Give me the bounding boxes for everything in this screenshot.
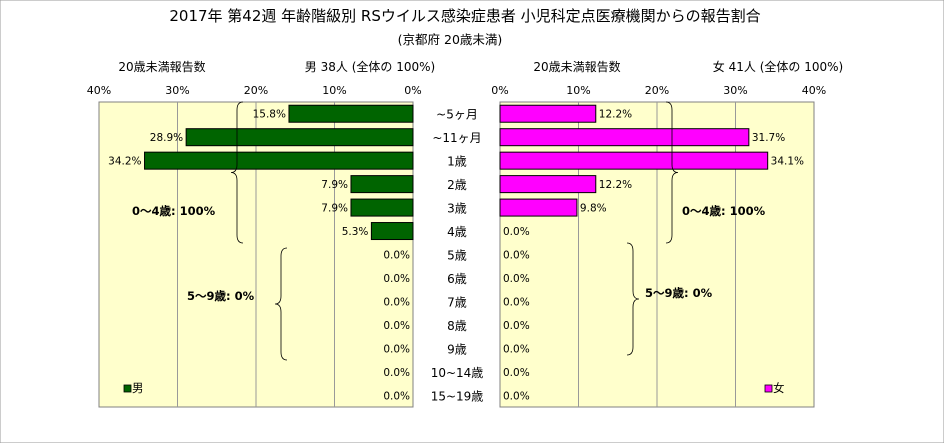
female-data-label: 0.0% bbox=[503, 226, 530, 238]
female-data-label: 12.2% bbox=[599, 109, 632, 121]
female-header: 女 41人 (全体の 100%) bbox=[713, 59, 843, 74]
male-tick-label: 0% bbox=[404, 84, 421, 97]
category-label: 8歳 bbox=[447, 319, 467, 333]
male-data-label: 7.9% bbox=[321, 203, 348, 215]
category-label: 10~14歳 bbox=[431, 366, 484, 380]
female-tick-label: 10% bbox=[566, 84, 590, 97]
male-data-label: 5.3% bbox=[342, 226, 369, 238]
male-data-label: 0.0% bbox=[383, 367, 410, 379]
chart-subtitle: (京都府 20歳未満) bbox=[398, 32, 503, 47]
male-bar bbox=[370, 222, 414, 241]
male-data-label: 34.2% bbox=[108, 156, 141, 168]
female-data-label: 31.7% bbox=[752, 132, 785, 144]
female-bar bbox=[499, 104, 597, 123]
female-data-label: 0.0% bbox=[503, 250, 530, 262]
female-data-label: 34.1% bbox=[771, 156, 804, 168]
female-data-label: 9.8% bbox=[580, 203, 607, 215]
category-label: 7歳 bbox=[447, 295, 467, 309]
female-panel: 0% 10% 20% 30% 40% 12.2% 31.7% 34.1% 12.2% 9.8% 0.… bbox=[491, 84, 826, 408]
male-data-label: 15.8% bbox=[253, 109, 286, 121]
male-data-label: 0.0% bbox=[383, 250, 410, 262]
female-data-label: 0.0% bbox=[503, 320, 530, 332]
male-legend-swatch bbox=[123, 384, 132, 393]
female-data-label: 0.0% bbox=[503, 296, 530, 308]
female-data-label: 0.0% bbox=[503, 273, 530, 285]
female-legend-label: 女 bbox=[773, 381, 785, 395]
male-tick-label: 40% bbox=[87, 84, 111, 97]
female-bar bbox=[499, 151, 769, 170]
female-data-label: 0.0% bbox=[503, 343, 530, 355]
female-legend-swatch bbox=[764, 384, 773, 393]
age-group-braces: 0～4歳: 100% 5～9歳: 0% 0～4歳: 100% 5～9歳: 0% bbox=[132, 101, 766, 361]
female-tick-label: 30% bbox=[723, 84, 747, 97]
female-group-5-9-label: 5～9歳: 0% bbox=[645, 286, 713, 300]
category-label: ~11ヶ月 bbox=[432, 131, 481, 145]
male-tick-label: 20% bbox=[244, 84, 268, 97]
male-data-label: 0.0% bbox=[383, 320, 410, 332]
category-label: 6歳 bbox=[447, 272, 467, 286]
female-bar bbox=[499, 198, 578, 217]
category-label: 1歳 bbox=[447, 155, 467, 169]
male-bar bbox=[350, 198, 414, 217]
male-bar bbox=[350, 175, 414, 194]
male-legend-label: 男 bbox=[132, 381, 144, 395]
category-label: 15~19歳 bbox=[431, 389, 484, 403]
category-label: 5歳 bbox=[447, 249, 467, 263]
female-tick-label: 0% bbox=[491, 84, 508, 97]
male-0-4-brace bbox=[230, 101, 244, 244]
category-axis: ~5ヶ月 ~11ヶ月 1歳 2歳 3歳 4歳 5歳 6歳 7歳 8歳 9歳 10~14歳 15~19歳 bbox=[431, 108, 484, 404]
female-tick-label: 20% bbox=[645, 84, 669, 97]
female-0-4-brace bbox=[665, 101, 679, 244]
male-5-9-brace bbox=[274, 247, 288, 361]
female-group-0-4-label: 0～4歳: 100% bbox=[682, 204, 766, 218]
male-data-label: 0.0% bbox=[383, 273, 410, 285]
female-data-label: 0.0% bbox=[503, 367, 530, 379]
female-data-label: 0.0% bbox=[503, 390, 530, 402]
male-header: 男 38人 (全体の 100%) bbox=[305, 59, 435, 74]
male-tick-label: 10% bbox=[322, 84, 346, 97]
male-bar bbox=[144, 151, 414, 170]
male-data-label: 0.0% bbox=[383, 390, 410, 402]
male-data-label: 0.0% bbox=[383, 296, 410, 308]
male-axis-title: 20歳未満報告数 bbox=[118, 59, 205, 74]
male-bar bbox=[185, 128, 414, 147]
chart-title: 2017年 第42週 年齢階級別 RSウイルス感染症患者 小児科定点医療機関から… bbox=[169, 7, 760, 25]
female-data-label: 12.2% bbox=[599, 179, 632, 191]
male-data-label: 28.9% bbox=[150, 132, 183, 144]
female-bar bbox=[499, 128, 750, 147]
female-axis-title: 20歳未満報告数 bbox=[533, 59, 620, 74]
male-bar bbox=[288, 104, 414, 123]
male-data-label: 7.9% bbox=[321, 179, 348, 191]
category-label: 4歳 bbox=[447, 225, 467, 239]
female-tick-label: 40% bbox=[802, 84, 826, 97]
female-bar bbox=[499, 175, 597, 194]
category-label: 9歳 bbox=[447, 342, 467, 356]
category-label: 3歳 bbox=[447, 202, 467, 216]
category-label: ~5ヶ月 bbox=[436, 108, 478, 122]
female-5-9-brace bbox=[626, 242, 640, 356]
category-label: 2歳 bbox=[447, 178, 467, 192]
male-group-0-4-label: 0～4歳: 100% bbox=[132, 204, 216, 218]
male-data-label: 0.0% bbox=[383, 343, 410, 355]
male-group-5-9-label: 5～9歳: 0% bbox=[187, 289, 255, 303]
male-panel: 40% 30% 20% 10% 0% 15.8% 28.9% 34.2% 7.9% 7.9% 5.3… bbox=[87, 84, 422, 408]
male-tick-label: 30% bbox=[165, 84, 189, 97]
